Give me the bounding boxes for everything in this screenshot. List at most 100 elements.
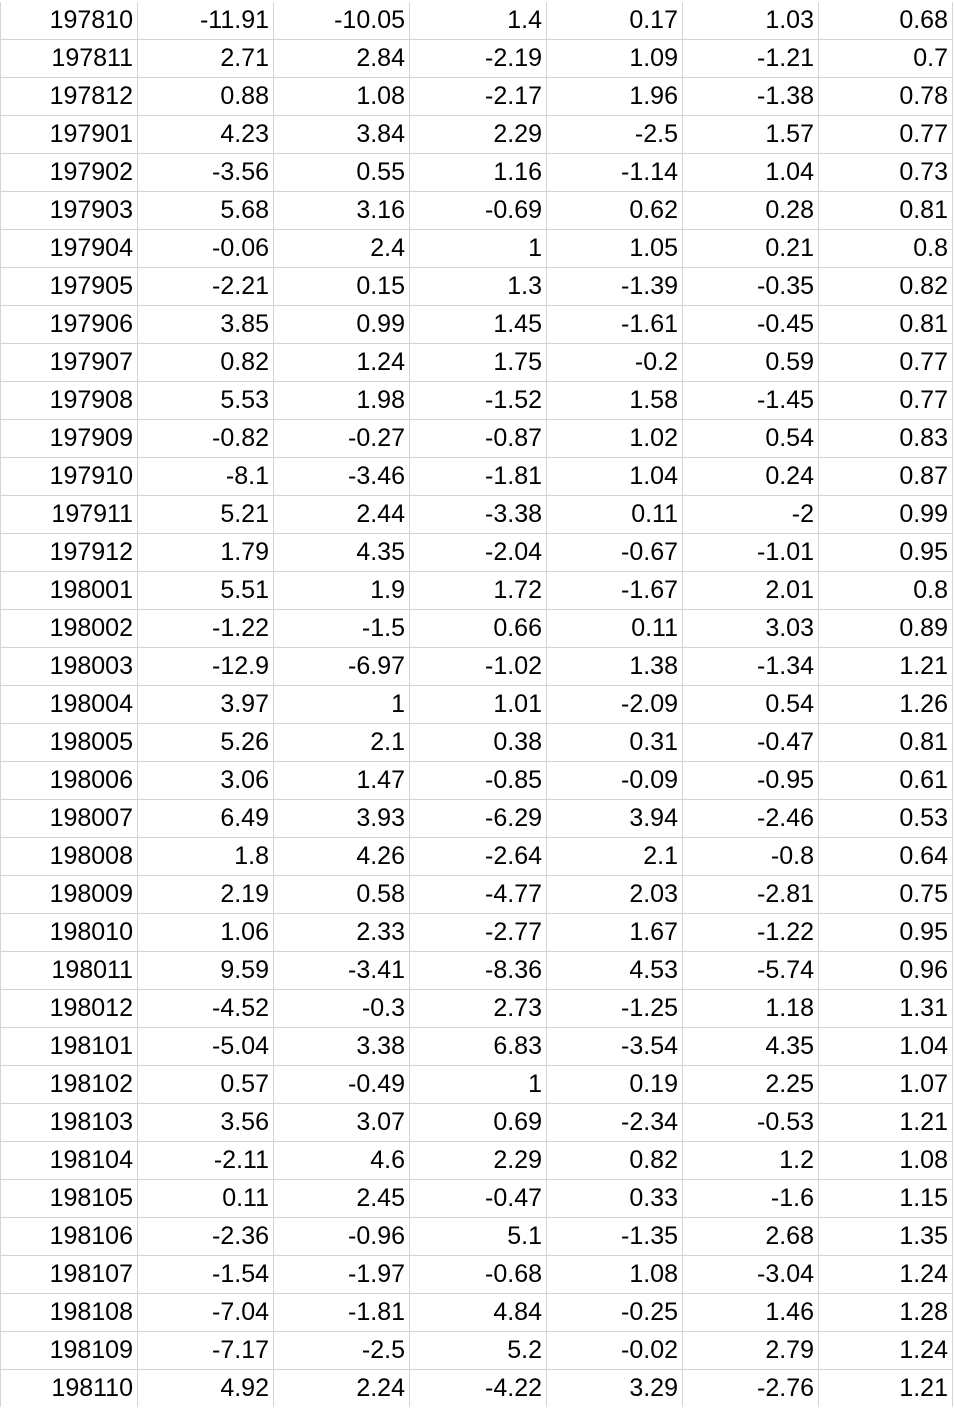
value-cell[interactable]: -3.38 xyxy=(409,495,547,534)
value-cell[interactable]: -0.47 xyxy=(682,723,819,762)
value-cell[interactable]: 3.85 xyxy=(137,305,274,344)
value-cell[interactable]: 0.87 xyxy=(818,457,953,496)
value-cell[interactable]: -6.97 xyxy=(273,647,410,686)
value-cell[interactable]: -3.46 xyxy=(273,457,410,496)
value-cell[interactable]: 1.35 xyxy=(818,1217,953,1256)
value-cell[interactable]: 0.61 xyxy=(818,761,953,800)
value-cell[interactable]: 1.01 xyxy=(409,685,547,724)
value-cell[interactable]: 0.57 xyxy=(137,1065,274,1104)
date-cell[interactable]: 197810 xyxy=(0,2,138,40)
value-cell[interactable]: 1.26 xyxy=(818,685,953,724)
value-cell[interactable]: -0.85 xyxy=(409,761,547,800)
value-cell[interactable]: -2.76 xyxy=(682,1369,819,1407)
value-cell[interactable]: 0.81 xyxy=(818,723,953,762)
date-cell[interactable]: 198105 xyxy=(0,1179,138,1218)
value-cell[interactable]: -2.64 xyxy=(409,837,547,876)
date-cell[interactable]: 198104 xyxy=(0,1141,138,1180)
value-cell[interactable]: 0.54 xyxy=(682,685,819,724)
value-cell[interactable]: 5.2 xyxy=(409,1331,547,1370)
value-cell[interactable]: 1.09 xyxy=(546,39,683,78)
value-cell[interactable]: -0.25 xyxy=(546,1293,683,1332)
value-cell[interactable]: 1.38 xyxy=(546,647,683,686)
date-cell[interactable]: 198009 xyxy=(0,875,138,914)
value-cell[interactable]: 1.18 xyxy=(682,989,819,1028)
value-cell[interactable]: 1.46 xyxy=(682,1293,819,1332)
value-cell[interactable]: 0.99 xyxy=(818,495,953,534)
value-cell[interactable]: -2.19 xyxy=(409,39,547,78)
value-cell[interactable]: -0.8 xyxy=(682,837,819,876)
value-cell[interactable]: 0.17 xyxy=(546,2,683,40)
date-cell[interactable]: 198011 xyxy=(0,951,138,990)
value-cell[interactable]: -8.36 xyxy=(409,951,547,990)
date-cell[interactable]: 198005 xyxy=(0,723,138,762)
value-cell[interactable]: 3.38 xyxy=(273,1027,410,1066)
value-cell[interactable]: -1.61 xyxy=(546,305,683,344)
value-cell[interactable]: -8.1 xyxy=(137,457,274,496)
value-cell[interactable]: -1.97 xyxy=(273,1255,410,1294)
value-cell[interactable]: -2.11 xyxy=(137,1141,274,1180)
value-cell[interactable]: 2.73 xyxy=(409,989,547,1028)
value-cell[interactable]: -1.54 xyxy=(137,1255,274,1294)
value-cell[interactable]: -2.5 xyxy=(546,115,683,154)
value-cell[interactable]: -0.68 xyxy=(409,1255,547,1294)
value-cell[interactable]: 0.82 xyxy=(546,1141,683,1180)
value-cell[interactable]: -2.17 xyxy=(409,77,547,116)
value-cell[interactable]: 1.45 xyxy=(409,305,547,344)
value-cell[interactable]: 0.62 xyxy=(546,191,683,230)
date-cell[interactable]: 197912 xyxy=(0,533,138,572)
value-cell[interactable]: 1.24 xyxy=(818,1255,953,1294)
value-cell[interactable]: 0.99 xyxy=(273,305,410,344)
value-cell[interactable]: -0.47 xyxy=(409,1179,547,1218)
value-cell[interactable]: 1.24 xyxy=(818,1331,953,1370)
value-cell[interactable]: -4.22 xyxy=(409,1369,547,1407)
value-cell[interactable]: -0.69 xyxy=(409,191,547,230)
value-cell[interactable]: -3.54 xyxy=(546,1027,683,1066)
value-cell[interactable]: 1.21 xyxy=(818,1369,953,1407)
value-cell[interactable]: -0.95 xyxy=(682,761,819,800)
value-cell[interactable]: 4.92 xyxy=(137,1369,274,1407)
value-cell[interactable]: 0.82 xyxy=(818,267,953,306)
value-cell[interactable]: 4.26 xyxy=(273,837,410,876)
value-cell[interactable]: 0.19 xyxy=(546,1065,683,1104)
value-cell[interactable]: -0.96 xyxy=(273,1217,410,1256)
value-cell[interactable]: 0.75 xyxy=(818,875,953,914)
value-cell[interactable]: 0.38 xyxy=(409,723,547,762)
value-cell[interactable]: 6.49 xyxy=(137,799,274,838)
value-cell[interactable]: 3.84 xyxy=(273,115,410,154)
value-cell[interactable]: -0.06 xyxy=(137,229,274,268)
date-cell[interactable]: 197812 xyxy=(0,77,138,116)
value-cell[interactable]: 4.23 xyxy=(137,115,274,154)
value-cell[interactable]: -0.35 xyxy=(682,267,819,306)
value-cell[interactable]: 3.93 xyxy=(273,799,410,838)
value-cell[interactable]: 1.07 xyxy=(818,1065,953,1104)
date-cell[interactable]: 198008 xyxy=(0,837,138,876)
value-cell[interactable]: 1 xyxy=(409,229,547,268)
value-cell[interactable]: 5.21 xyxy=(137,495,274,534)
value-cell[interactable]: 1.79 xyxy=(137,533,274,572)
value-cell[interactable]: 1.72 xyxy=(409,571,547,610)
value-cell[interactable]: 1.02 xyxy=(546,419,683,458)
value-cell[interactable]: 0.64 xyxy=(818,837,953,876)
value-cell[interactable]: -0.45 xyxy=(682,305,819,344)
date-cell[interactable]: 197905 xyxy=(0,267,138,306)
value-cell[interactable]: 1.57 xyxy=(682,115,819,154)
value-cell[interactable]: 0.28 xyxy=(682,191,819,230)
value-cell[interactable]: -6.29 xyxy=(409,799,547,838)
value-cell[interactable]: -2.36 xyxy=(137,1217,274,1256)
date-cell[interactable]: 198109 xyxy=(0,1331,138,1370)
value-cell[interactable]: -0.27 xyxy=(273,419,410,458)
value-cell[interactable]: 1.06 xyxy=(137,913,274,952)
value-cell[interactable]: 1.04 xyxy=(546,457,683,496)
value-cell[interactable]: 0.69 xyxy=(409,1103,547,1142)
value-cell[interactable]: 0.96 xyxy=(818,951,953,990)
value-cell[interactable]: 1.67 xyxy=(546,913,683,952)
value-cell[interactable]: -2.5 xyxy=(273,1331,410,1370)
value-cell[interactable]: 0.31 xyxy=(546,723,683,762)
value-cell[interactable]: 3.07 xyxy=(273,1103,410,1142)
value-cell[interactable]: 4.35 xyxy=(273,533,410,572)
value-cell[interactable]: -5.04 xyxy=(137,1027,274,1066)
value-cell[interactable]: -2.77 xyxy=(409,913,547,952)
value-cell[interactable]: 0.15 xyxy=(273,267,410,306)
value-cell[interactable]: 2.25 xyxy=(682,1065,819,1104)
date-cell[interactable]: 198110 xyxy=(0,1369,138,1407)
